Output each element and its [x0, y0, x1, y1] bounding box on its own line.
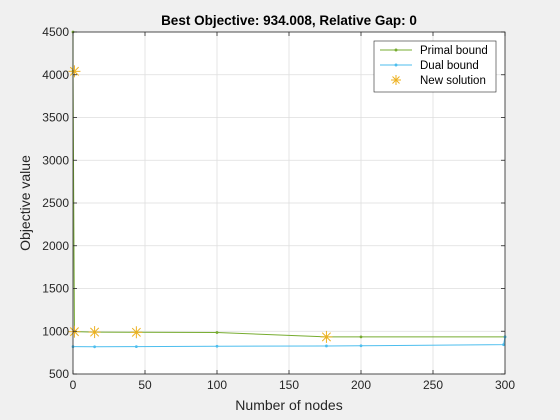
new-solution-marker: [68, 325, 81, 338]
y-tick-label: 3000: [42, 153, 69, 167]
chart-title: Best Objective: 934.008, Relative Gap: 0: [161, 13, 417, 28]
series-point-0: [215, 331, 219, 334]
legend-label-0: Primal bound: [420, 45, 488, 57]
series-point-1: [325, 344, 328, 348]
x-tick-label: 300: [495, 378, 515, 392]
y-tick-label: 500: [49, 367, 69, 381]
series-2: [68, 65, 333, 343]
new-solution-marker: [68, 65, 81, 78]
x-tick-label: 100: [207, 378, 227, 392]
x-tick-label: 250: [423, 378, 443, 392]
x-tick-label: 50: [138, 378, 152, 392]
new-solution-marker: [88, 326, 101, 339]
series-point-1: [359, 344, 363, 348]
x-axis-label: Number of nodes: [235, 397, 342, 413]
legend-dot-1: [394, 63, 398, 67]
y-tick-label: 2500: [42, 196, 69, 210]
legend-label-2: New solution: [420, 75, 486, 87]
y-tick-label: 2000: [42, 239, 69, 253]
y-axis-label: Objective value: [17, 155, 33, 251]
y-tick-label: 4000: [42, 68, 69, 82]
legend-marker-2: [391, 75, 401, 85]
x-tick-label: 150: [279, 378, 299, 392]
legend-dot-0: [394, 48, 398, 52]
y-tick-label: 4500: [42, 25, 69, 39]
new-solution-marker: [130, 326, 143, 339]
y-tick-label: 3500: [42, 111, 69, 125]
series-point-1: [134, 345, 138, 349]
series-point-1: [215, 344, 219, 348]
series-point-1: [502, 343, 505, 347]
series-line-1: [72, 336, 506, 348]
ticks: 0 50 100 150 200 250 300 500 1000 1500 2000 2500 300…: [42, 25, 515, 392]
y-tick-label: 1500: [42, 282, 69, 296]
series-1: [71, 335, 507, 349]
series-point-1: [93, 345, 96, 349]
series-layer: [68, 30, 507, 349]
x-tick-label: 0: [70, 378, 77, 392]
y-tick-label: 1000: [42, 324, 69, 338]
legend: Primal bound Dual bound New solution: [373, 40, 497, 93]
x-tick-label: 200: [351, 378, 371, 392]
legend-label-1: Dual bound: [420, 60, 479, 72]
new-solution-marker: [320, 330, 333, 343]
series-point-0: [359, 335, 363, 339]
